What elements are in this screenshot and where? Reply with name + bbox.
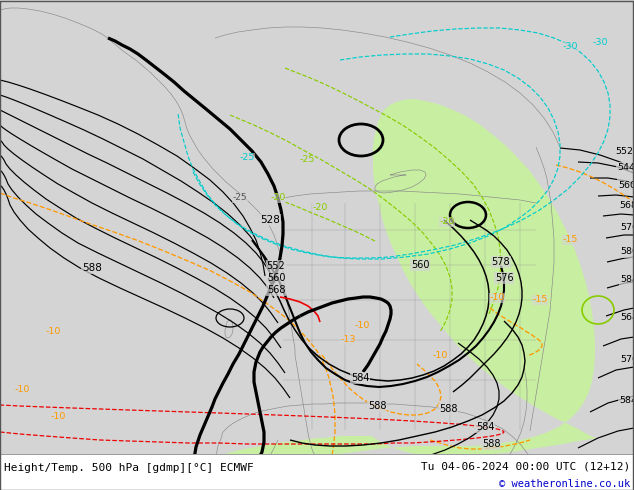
Text: 552: 552 bbox=[615, 147, 633, 156]
Text: 576: 576 bbox=[620, 223, 634, 232]
Text: -10: -10 bbox=[15, 386, 30, 394]
Text: 568: 568 bbox=[267, 285, 285, 295]
Text: 584: 584 bbox=[620, 275, 634, 285]
Text: 552: 552 bbox=[267, 261, 285, 271]
Text: -25: -25 bbox=[239, 153, 255, 163]
Text: Tu 04-06-2024 00:00 UTC (12+12): Tu 04-06-2024 00:00 UTC (12+12) bbox=[421, 462, 630, 471]
Text: 560: 560 bbox=[267, 273, 285, 283]
Text: -20: -20 bbox=[439, 218, 455, 226]
Text: -10: -10 bbox=[354, 320, 370, 329]
Text: © weatheronline.co.uk: © weatheronline.co.uk bbox=[499, 479, 630, 489]
Text: -10: -10 bbox=[489, 294, 505, 302]
Text: 568: 568 bbox=[619, 200, 634, 210]
Text: -25: -25 bbox=[299, 155, 314, 165]
Text: 584: 584 bbox=[351, 373, 369, 383]
Text: -15: -15 bbox=[562, 236, 578, 245]
Text: 568: 568 bbox=[620, 314, 634, 322]
Text: 580: 580 bbox=[620, 247, 634, 256]
Text: -10: -10 bbox=[50, 412, 66, 420]
Text: -13: -13 bbox=[340, 336, 356, 344]
Text: 560: 560 bbox=[411, 260, 429, 270]
Text: 544: 544 bbox=[617, 164, 634, 172]
Bar bbox=[0, 454, 634, 490]
Text: 588: 588 bbox=[82, 263, 102, 273]
Text: -10: -10 bbox=[45, 327, 61, 337]
Text: 584: 584 bbox=[619, 395, 634, 405]
Text: 578: 578 bbox=[492, 257, 510, 267]
Text: -25: -25 bbox=[233, 194, 247, 202]
Text: -20: -20 bbox=[270, 194, 286, 202]
Text: -10: -10 bbox=[432, 350, 448, 360]
Text: -20: -20 bbox=[313, 203, 328, 213]
Text: 588: 588 bbox=[482, 439, 500, 449]
Text: 576: 576 bbox=[620, 356, 634, 365]
Text: 576: 576 bbox=[495, 273, 514, 283]
Polygon shape bbox=[215, 99, 597, 462]
Text: Height/Temp. 500 hPa [gdmp][°C] ECMWF: Height/Temp. 500 hPa [gdmp][°C] ECMWF bbox=[4, 464, 254, 473]
Text: -15: -15 bbox=[533, 295, 548, 304]
Text: 584: 584 bbox=[476, 422, 495, 432]
Text: 588: 588 bbox=[368, 401, 386, 411]
Text: 560: 560 bbox=[618, 180, 634, 190]
Text: 588: 588 bbox=[439, 404, 457, 414]
Text: -30: -30 bbox=[592, 39, 608, 48]
Text: 528: 528 bbox=[260, 215, 280, 225]
Text: -30: -30 bbox=[562, 43, 578, 51]
